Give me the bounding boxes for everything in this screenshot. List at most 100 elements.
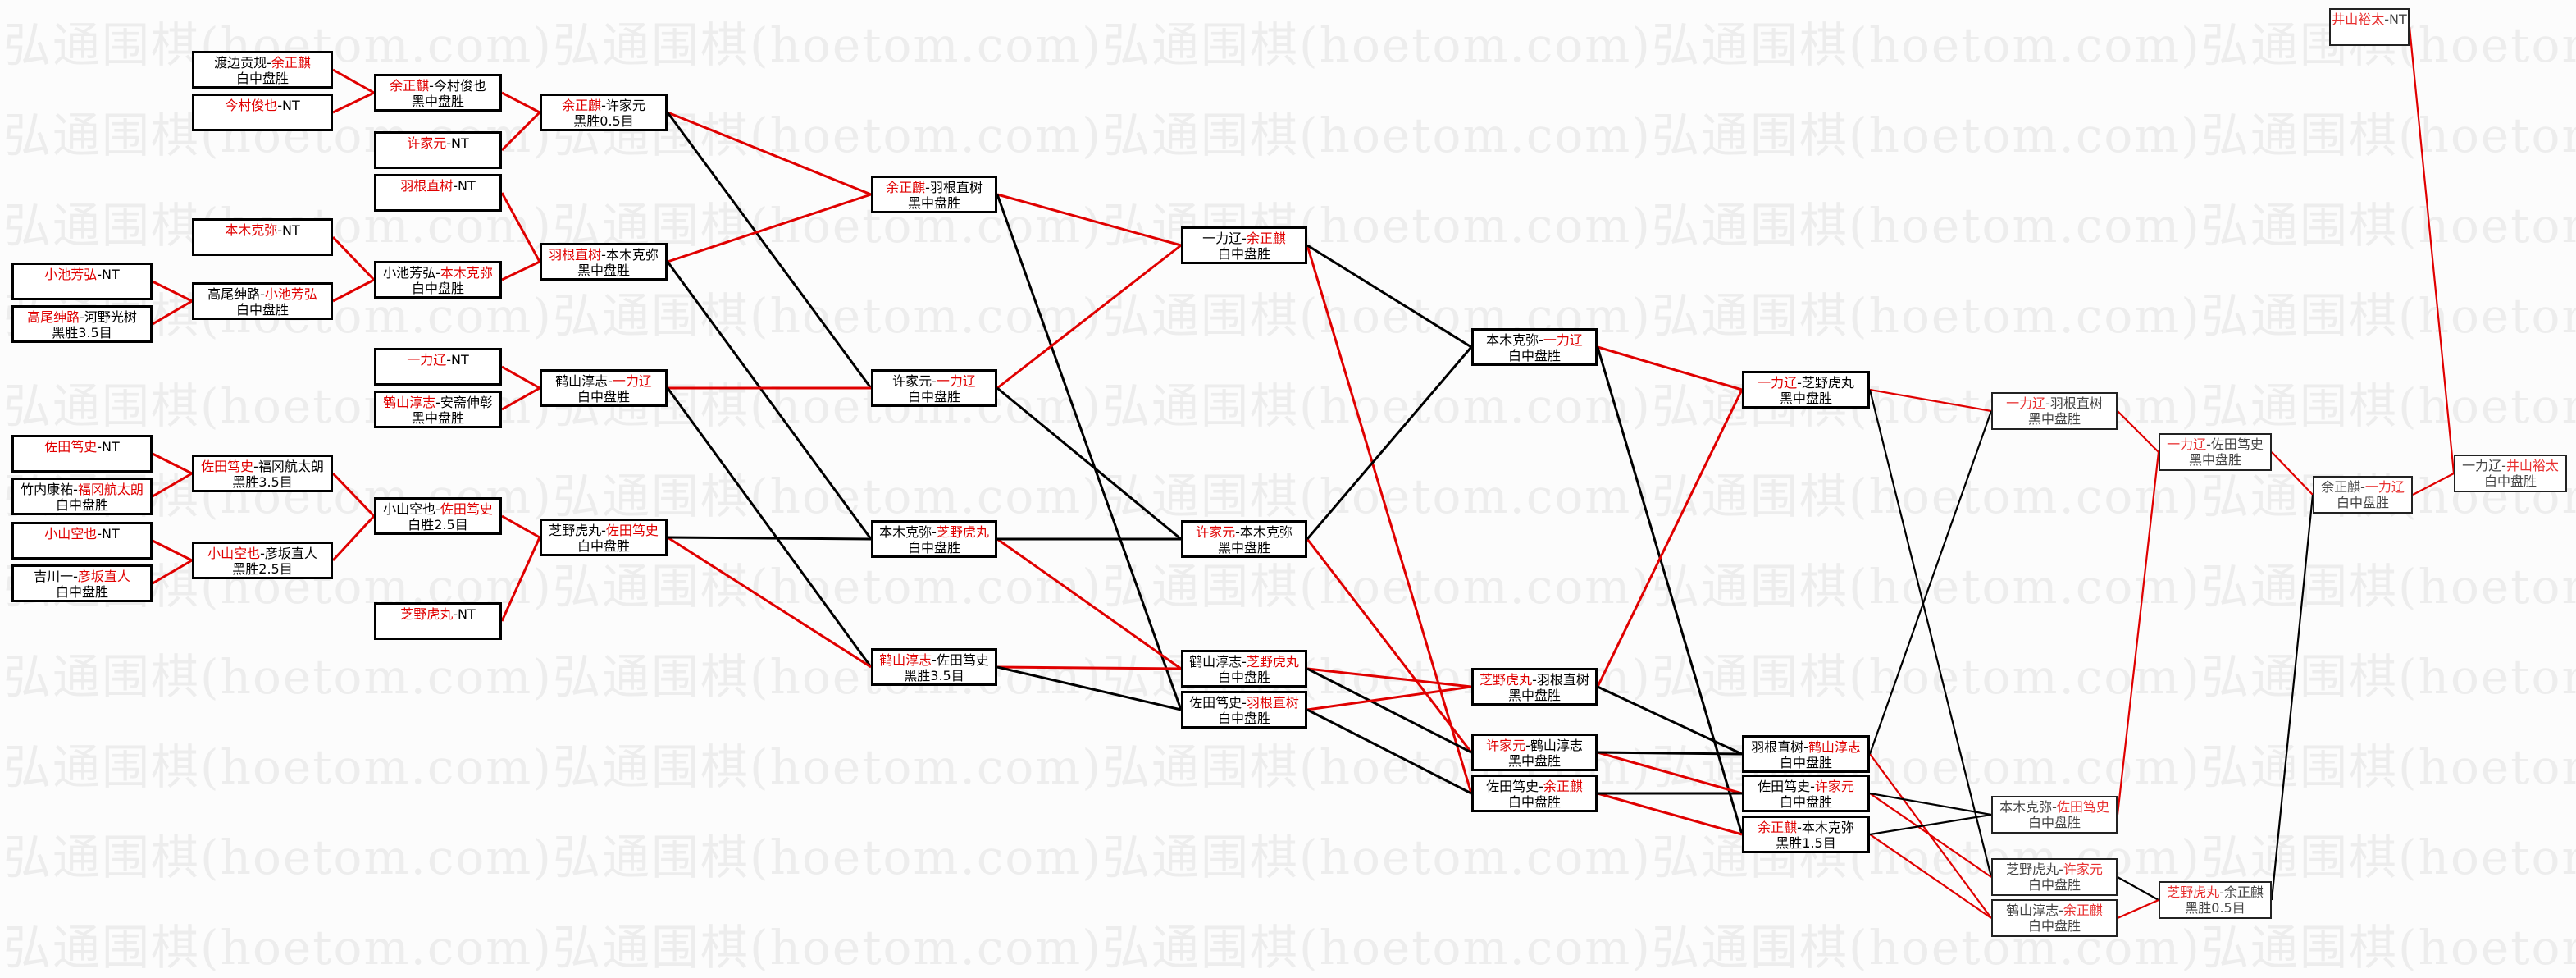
player-b: NT [451,352,469,368]
game-players: 许家元-NT [376,135,499,151]
link-lose [666,112,873,389]
link-win [2271,451,2314,496]
link-win [501,260,540,281]
separator: - [97,267,103,282]
game-box: 鹤山淳志-安斋伸彰 黑中盘胜 [374,391,502,428]
game-players: 一力辽-佐田笃史 [2160,436,2270,452]
player-b: 鹤山淳志 [1808,739,1861,755]
player-a: 许家元 [1486,738,1526,753]
game-box: 许家元-NT [374,131,502,169]
player-a: 佐田笃史 [1758,779,1811,794]
game-players: 许家元-一力辽 [873,373,995,389]
separator: - [932,524,937,540]
player-b: 一力辽 [2364,479,2405,495]
link-lose [1868,389,1993,878]
link-lose [1306,244,1472,349]
link-lose [1869,792,1992,816]
player-a: 余正麒 [886,180,926,195]
player-b: 许家元 [1814,779,1854,794]
game-players: 许家元-本木克弥 [1183,524,1305,540]
game-box: 许家元-一力辽 白中盘胜 [871,369,997,407]
player-a: 高尾绅路 [27,309,80,325]
player-b: 羽根直树 [1246,695,1299,711]
game-players: 余正麒-羽根直树 [873,180,995,195]
player-b: 井山裕太 [2505,458,2559,473]
player-b: 河野光树 [84,309,137,325]
player-b: 一力辽 [1543,332,1583,348]
player-a: 竹内康祐 [21,482,74,497]
game-result: 黑中盘胜 [411,410,464,426]
game-box: 佐田笃史-福冈航太朗 黑胜3.5目 [192,455,333,492]
link-lose [1869,813,1992,836]
link-lose [666,387,873,668]
game-box: 渡边贡规-余正麒 白中盘胜 [192,51,333,89]
link-win [501,91,540,114]
separator: - [267,55,271,71]
player-b: 余正麒 [2223,884,2264,900]
link-win [500,111,541,152]
player-a: 佐田笃史 [44,439,98,455]
game-box: 许家元-鹤山淳志 黑中盘胜 [1471,734,1598,771]
game-result: 黑胜3.5目 [52,325,112,340]
game-box: 芝野虎丸-余正麒 黑胜0.5目 [2159,881,2272,919]
player-a: 一力辽 [1202,231,1242,246]
game-result: 黑中盘胜 [577,263,630,278]
separator: - [2384,11,2390,27]
game-box: 一力辽-余正麒 白中盘胜 [1181,226,1307,264]
player-a: 鹤山淳志 [555,373,609,389]
game-players: 高尾绅路-河野光树 [14,309,150,325]
link-lose [1306,667,1472,754]
separator: - [277,98,283,113]
player-a: 佐田笃史 [1189,695,1242,711]
player-a: 本木克弥 [1486,332,1539,348]
game-players: 鹤山淳志-芝野虎丸 [1183,654,1305,670]
game-box: 余正麒-羽根直树 黑中盘胜 [871,176,997,213]
player-a: 小山空也 [207,546,261,561]
game-players: 吉川一-彦坂直人 [14,569,150,584]
separator: - [435,501,440,517]
game-players: 小山空也-NT [14,526,150,542]
bracket-links [152,26,2455,920]
player-a: 一力辽 [407,352,447,368]
separator: - [2052,799,2057,815]
game-result: 黑中盘胜 [2188,452,2241,468]
game-result: 白中盘胜 [235,71,289,86]
link-win [332,278,375,303]
game-players: 鹤山淳志-余正麒 [1993,903,2116,918]
game-box: 今村俊也-NT [192,94,333,131]
player-b: 许家元 [605,98,645,113]
player-b: 本木克弥 [440,265,493,281]
game-result: 白中盘胜 [55,497,108,513]
game-box: 本木克弥-一力辽 白中盘胜 [1471,328,1598,366]
separator: - [1797,820,1802,835]
game-result: 白中盘胜 [411,281,464,296]
player-b: 余正麒 [1543,779,1583,794]
separator: - [1797,375,1802,391]
game-players: 小池芳弘-本木克弥 [376,265,499,281]
link-lose [667,536,872,541]
player-b: 本木克弥 [1801,820,1854,835]
game-players: 余正麒-许家元 [542,98,665,113]
game-result: 白中盘胜 [2027,918,2081,934]
game-players: 余正麒-今村俊也 [376,78,499,94]
link-win [2116,451,2160,816]
player-b: 安斋伸彰 [440,395,493,410]
link-win [2117,898,2159,920]
link-win [152,472,193,498]
game-result: 白胜2.5目 [408,517,468,532]
player-b: NT [102,526,120,542]
game-box: 佐田笃史-许家元 白中盘胜 [1742,775,1870,812]
player-a: 余正麒 [562,98,602,113]
link-lose [1597,751,1743,756]
player-b: 小池芳弘 [264,286,317,302]
link-lose [1306,346,1473,540]
game-result: 黑胜1.5目 [1776,835,1836,851]
game-box: 余正麒-本木克弥 黑胜1.5目 [1742,816,1870,853]
player-b: NT [458,178,476,194]
player-b: 佐田笃史 [440,501,493,517]
player-b: 一力辽 [612,373,652,389]
game-box: 许家元-本木克弥 黑中盘胜 [1181,520,1307,558]
game-players: 一力辽-羽根直树 [1993,395,2116,411]
game-result: 白中盘胜 [2027,815,2081,830]
game-box: 一力辽-NT [374,348,502,386]
